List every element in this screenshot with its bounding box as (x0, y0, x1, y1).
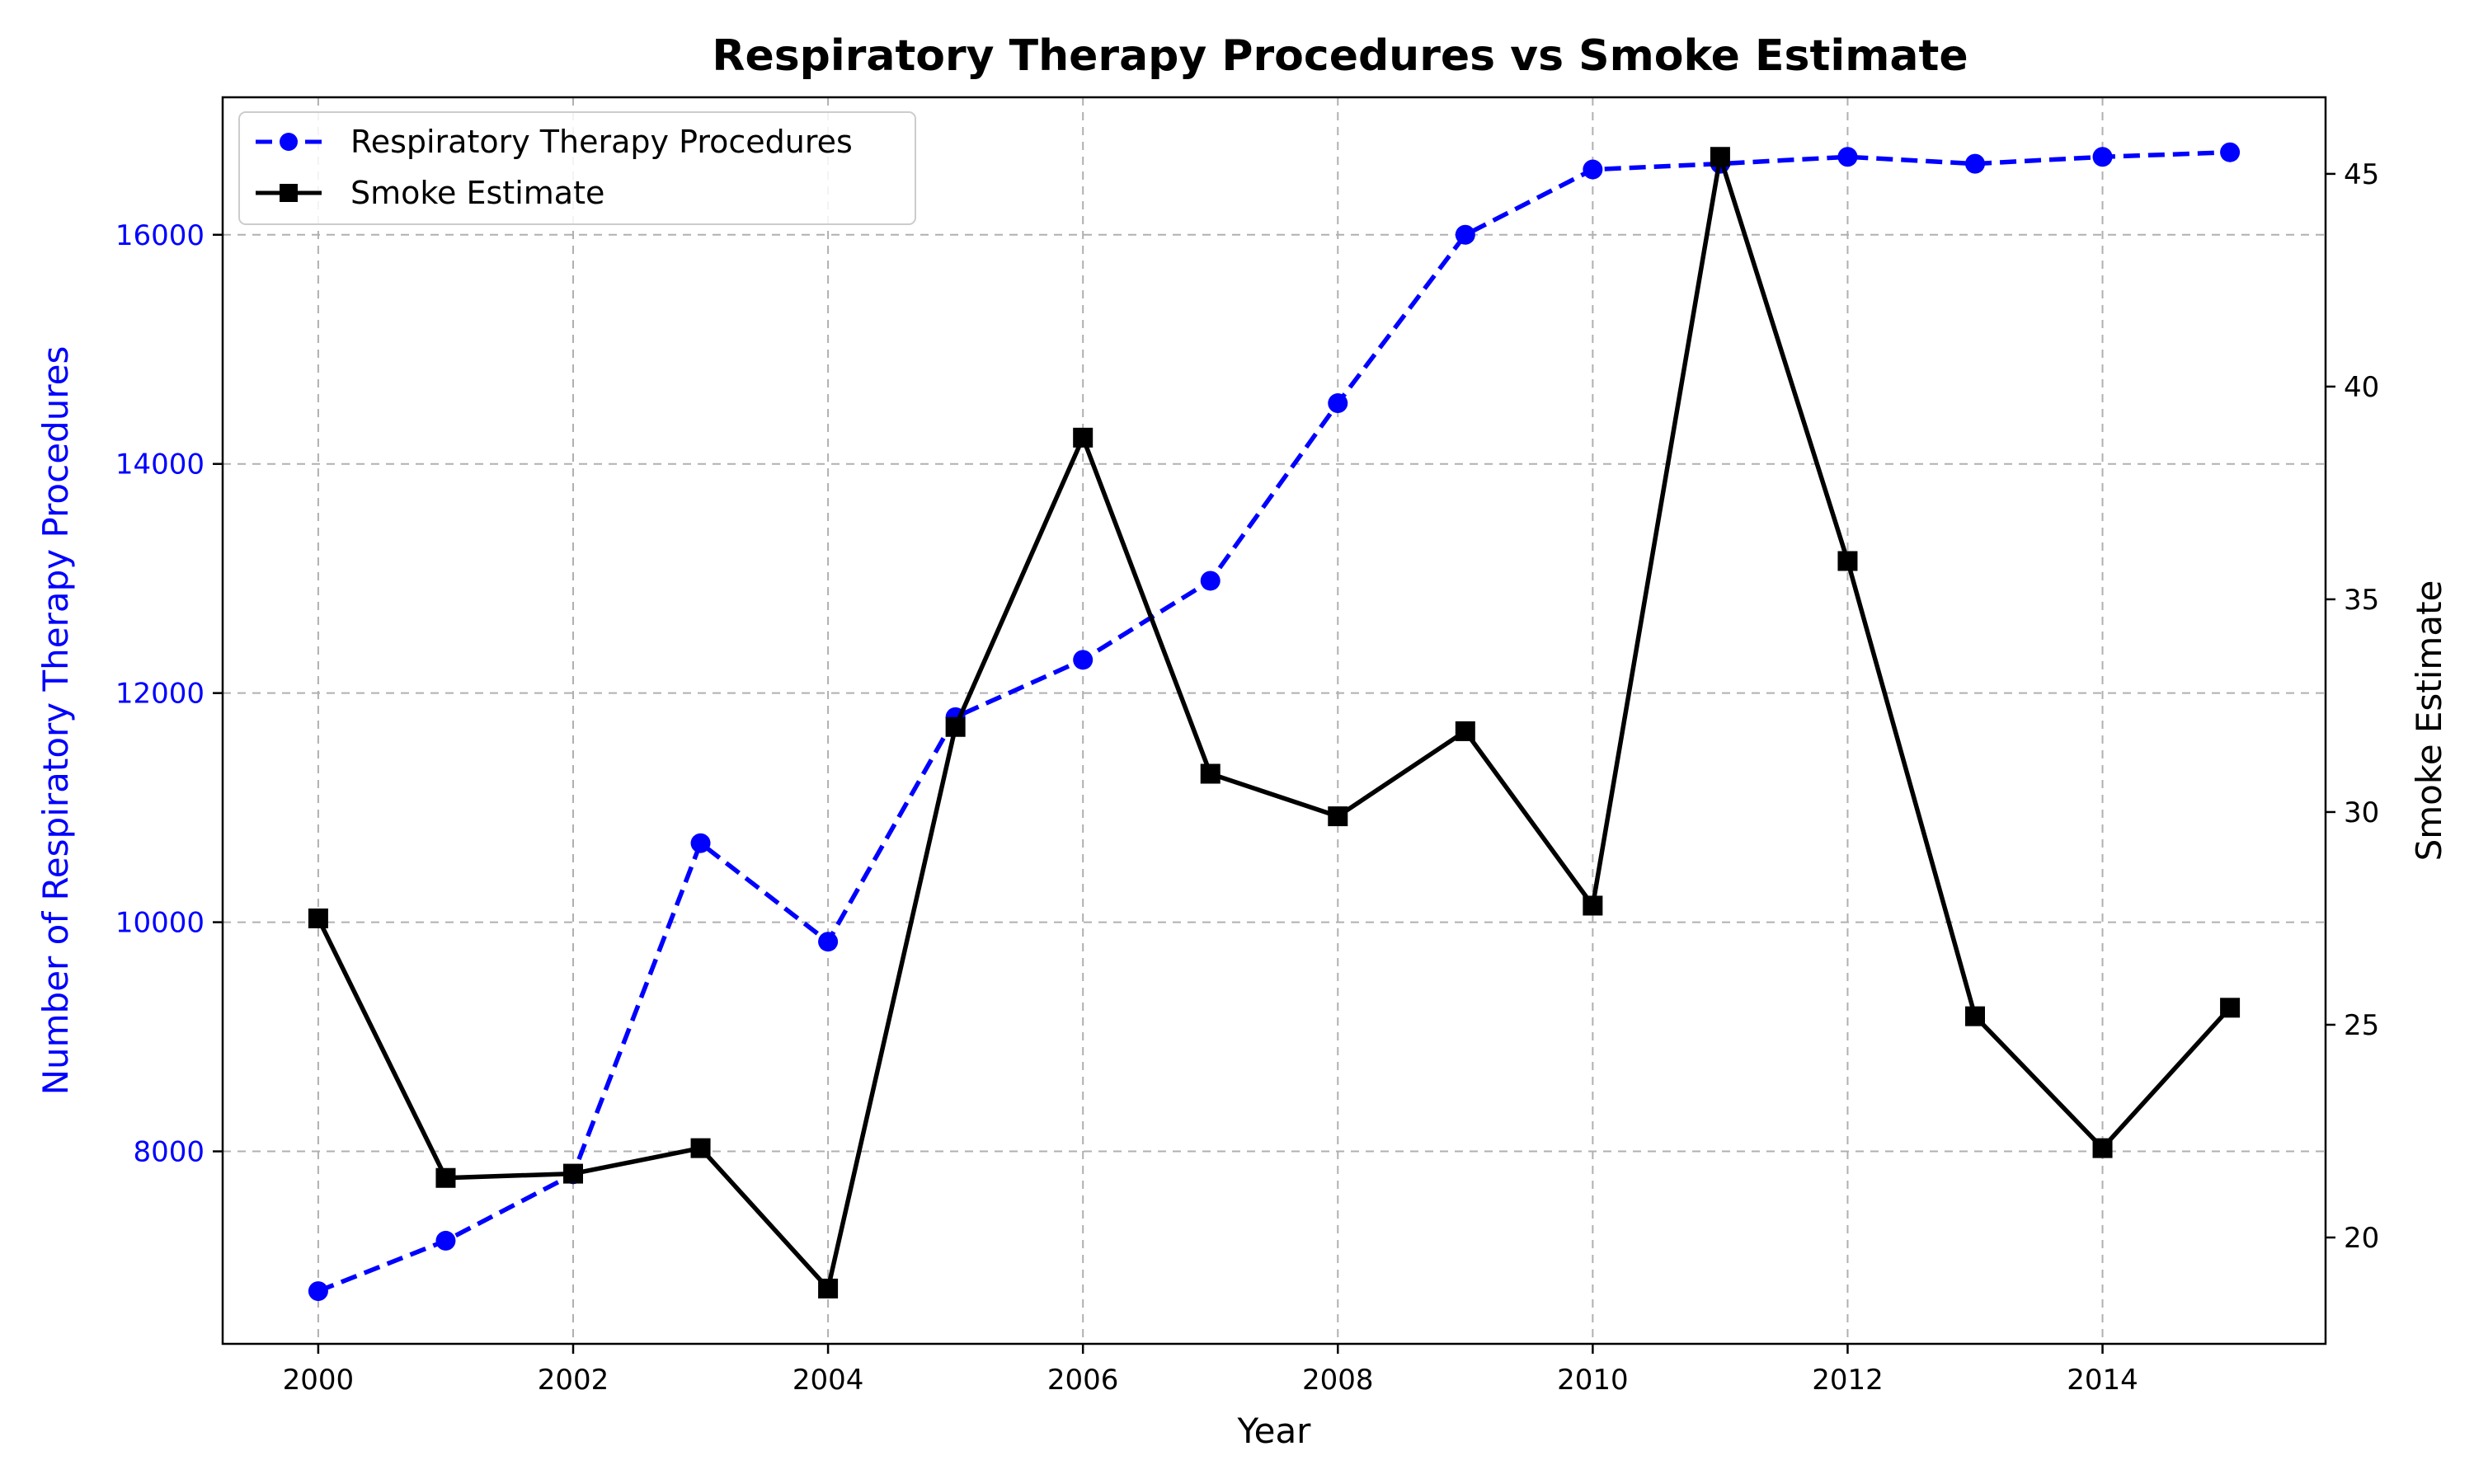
y-right-tick-label: 30 (2344, 796, 2379, 829)
x-tick-label: 2012 (1812, 1364, 1884, 1397)
data-point (435, 1167, 456, 1188)
y-right-tick-label: 25 (2344, 1009, 2379, 1042)
data-point (1200, 571, 1221, 591)
x-tick-label: 2010 (1557, 1364, 1629, 1397)
data-point (1073, 427, 1094, 448)
legend-label-smoke: Smoke Estimate (350, 175, 604, 211)
data-point (818, 932, 839, 952)
data-point (1837, 551, 1858, 571)
legend-marker-procedures (280, 133, 298, 151)
series-line (317, 149, 2231, 1294)
data-point (1583, 895, 1603, 916)
series-layer (308, 142, 2241, 1302)
y-left-tick-label: 16000 (115, 219, 205, 252)
y-left-tick-label: 8000 (133, 1136, 205, 1169)
legend-label-procedures: Respiratory Therapy Procedures (350, 124, 853, 160)
x-tick-label: 2006 (1047, 1364, 1119, 1397)
data-point (2220, 998, 2241, 1018)
data-point (690, 1138, 711, 1158)
data-point (945, 716, 966, 737)
series-1 (308, 147, 2241, 1298)
axes: 2000 2002 2004 2006 2008 2010 2012 2014 8000 1000… (115, 158, 2379, 1397)
data-point (1837, 147, 1858, 167)
data-point (2092, 1138, 2113, 1158)
y-axis-left-title: Number of Respiratory Therapy Procedures (35, 346, 76, 1096)
y-right-tick-label: 40 (2344, 371, 2379, 404)
y-left-tick-label: 10000 (115, 907, 205, 940)
series-line (316, 154, 2232, 1291)
legend-entry-smoke: Smoke Estimate (256, 175, 604, 211)
data-point (308, 1281, 328, 1302)
data-point (1328, 806, 1348, 827)
data-point (1455, 224, 1475, 245)
data-point (1073, 650, 1094, 670)
data-point (1965, 1006, 1985, 1026)
x-tick-label: 2000 (283, 1364, 355, 1397)
x-tick-label: 2014 (2067, 1364, 2138, 1397)
data-point (690, 833, 711, 853)
y-axis-right-title: Smoke Estimate (2409, 580, 2449, 862)
data-point (435, 1230, 456, 1251)
legend-marker-smoke (280, 184, 298, 202)
legend: Respiratory Therapy Procedures Smoke Est… (238, 111, 916, 225)
data-point (1200, 763, 1221, 784)
data-point (1328, 393, 1348, 414)
data-point (2220, 142, 2241, 162)
data-point (1965, 153, 1985, 174)
plot-frame (221, 96, 2327, 1345)
x-tick-label: 2004 (793, 1364, 864, 1397)
data-point (1455, 721, 1475, 741)
data-point (308, 908, 328, 928)
data-point (1710, 147, 1730, 167)
y-right-tick-label: 45 (2344, 158, 2379, 191)
data-point (818, 1278, 839, 1298)
legend-entry-procedures: Respiratory Therapy Procedures (256, 124, 853, 160)
x-tick-label: 2002 (538, 1364, 609, 1397)
y-right-tick-label: 35 (2344, 584, 2379, 617)
data-point (563, 1163, 583, 1184)
legend-box (238, 111, 916, 225)
chart-title: Respiratory Therapy Procedures vs Smoke … (712, 31, 1968, 81)
x-tick-label: 2008 (1302, 1364, 1374, 1397)
grid-lines (223, 97, 2326, 1344)
y-right-tick-label: 20 (2344, 1222, 2379, 1255)
data-point (2092, 147, 2113, 167)
data-point (1583, 159, 1603, 180)
y-left-tick-label: 14000 (115, 448, 205, 481)
y-left-tick-label: 12000 (115, 678, 205, 711)
x-axis-title: Year (1237, 1411, 1312, 1451)
